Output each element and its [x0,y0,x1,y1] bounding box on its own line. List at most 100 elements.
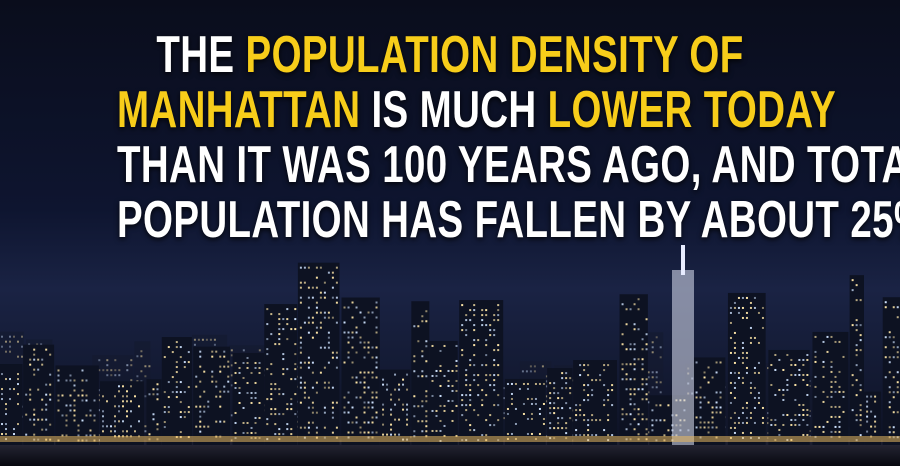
window-light [607,434,610,437]
window-light [270,408,273,411]
window-light [888,406,891,409]
window-light [363,391,366,394]
window-light [855,319,858,322]
window-light [451,384,454,387]
window-light [838,340,841,343]
window-light [406,373,409,376]
window-light [126,364,129,367]
window-light [33,368,36,371]
window-light [152,393,155,396]
window-light [148,393,151,396]
window-light [109,425,112,428]
window-light [335,426,338,429]
window-light [266,338,269,341]
window-light [331,386,334,389]
window-light [695,426,698,429]
window-light [741,381,744,384]
window-light [455,344,458,347]
window-light [125,410,128,413]
window-light [114,359,117,362]
window-light [402,408,405,411]
window-light [874,425,877,428]
window-light [327,316,330,319]
window-light [802,373,805,376]
window-light [49,353,52,356]
window-light [485,419,488,422]
window-light [565,432,568,435]
window-light [599,374,602,377]
window-light [802,418,805,421]
window-light [294,328,297,331]
window-light [851,279,854,282]
window-light [749,381,752,384]
window-light [806,358,809,361]
window-light [156,428,159,431]
window-light [254,361,257,364]
window-light [667,404,670,407]
window-light [465,404,468,407]
window-light [729,381,732,384]
window-light [729,391,732,394]
window-light [455,379,458,382]
window-light [637,388,640,391]
window-light [331,316,334,319]
window-light [73,409,76,412]
window-light [179,416,182,419]
window-light [729,416,732,419]
window-light [719,406,722,409]
window-light [741,296,744,299]
window-light [506,412,509,415]
window-light [579,434,582,437]
window-light [715,426,718,429]
window-light [355,331,358,334]
window-light [806,383,809,386]
window-light [406,408,409,411]
window-light [838,430,841,433]
window-light [93,414,96,417]
window-light [371,416,374,419]
window-light [749,306,752,309]
window-light [425,375,428,378]
window-light [659,381,662,384]
window-light [826,335,829,338]
window-light [201,338,204,341]
window-light [223,365,226,368]
window-light [175,381,178,384]
window-light [834,415,837,418]
window-light [774,353,777,356]
window-light [323,281,326,284]
window-light [621,368,624,371]
window-light [757,391,760,394]
window-light [363,356,366,359]
window-light [101,410,104,413]
highlight-text: POPULATION DENSITY OF [245,26,744,84]
window-light [258,416,261,419]
window-light [806,393,809,396]
window-light [465,319,468,322]
text: THAN IT WAS 100 YEARS AGO, AND TOTAL [117,136,900,194]
window-light [757,396,760,399]
window-light [645,378,648,381]
window-light [859,414,862,417]
window-light [215,385,218,388]
window-light [421,405,424,408]
window-light [307,396,310,399]
window-light [323,406,326,409]
window-light [242,421,245,424]
window-light [645,348,648,351]
headline-line: POPULATION HAS FALLEN BY ABOUT 25%. [117,193,900,248]
window-light [351,431,354,434]
window-light [274,413,277,416]
headline-line: THE POPULATION DENSITY OF [117,28,783,83]
building [882,297,900,445]
window-light [733,411,736,414]
window-light [375,376,378,379]
window-light [355,421,358,424]
window-light [195,375,198,378]
window-light [469,319,472,322]
window-light [136,375,139,378]
window-light [299,346,302,349]
window-light [223,355,226,358]
window-light [741,306,744,309]
window-light [1,393,3,396]
